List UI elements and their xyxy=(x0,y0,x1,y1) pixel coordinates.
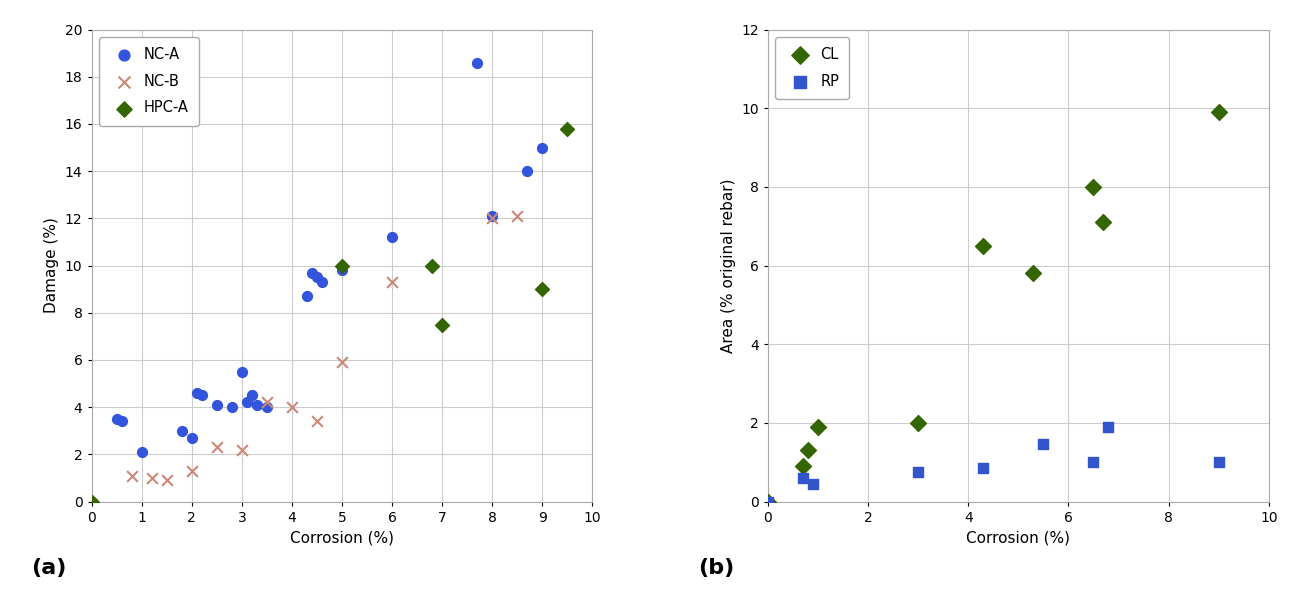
HPC-A xyxy=(81,497,102,506)
RP xyxy=(1097,422,1118,431)
RP xyxy=(908,467,929,477)
X-axis label: Corrosion (%): Corrosion (%) xyxy=(967,530,1070,545)
NC-A xyxy=(302,268,323,277)
NC-B xyxy=(382,277,403,287)
NC-B xyxy=(256,398,277,407)
Legend: CL, RP: CL, RP xyxy=(776,37,849,99)
CL xyxy=(1093,218,1114,227)
NC-A xyxy=(306,273,327,282)
RP xyxy=(793,473,814,483)
NC-B xyxy=(207,442,228,452)
NC-A xyxy=(311,277,332,287)
NC-A xyxy=(331,266,352,275)
Legend: NC-A, NC-B, HPC-A: NC-A, NC-B, HPC-A xyxy=(99,37,199,126)
RP xyxy=(757,497,778,506)
Text: (a): (a) xyxy=(31,558,67,578)
CL xyxy=(1023,268,1044,278)
NC-A xyxy=(297,291,318,301)
NC-A xyxy=(382,232,403,242)
NC-B xyxy=(122,471,143,480)
NC-B xyxy=(481,214,502,223)
CL xyxy=(1209,107,1230,117)
NC-A xyxy=(221,402,242,412)
CL xyxy=(757,497,778,506)
NC-A xyxy=(81,497,102,506)
NC-A xyxy=(246,400,267,409)
RP xyxy=(973,463,994,473)
NC-A xyxy=(182,433,203,442)
NC-A xyxy=(171,426,192,435)
HPC-A xyxy=(432,320,453,329)
RP xyxy=(1209,457,1230,467)
CL xyxy=(973,241,994,251)
NC-A xyxy=(106,414,127,424)
NC-B xyxy=(156,476,177,485)
HPC-A xyxy=(557,124,578,133)
NC-B xyxy=(306,417,327,426)
CL xyxy=(1083,182,1104,192)
CL xyxy=(908,418,929,428)
NC-B xyxy=(182,466,203,476)
NC-A xyxy=(131,447,152,457)
RP xyxy=(802,479,823,489)
NC-B xyxy=(141,473,162,483)
Text: (b): (b) xyxy=(697,558,734,578)
NC-A xyxy=(237,398,258,407)
NC-A xyxy=(186,388,207,398)
NC-A xyxy=(207,400,228,409)
CL xyxy=(807,422,828,431)
Y-axis label: Damage (%): Damage (%) xyxy=(44,218,59,313)
NC-A xyxy=(481,211,502,221)
CL xyxy=(798,445,819,455)
NC-A xyxy=(232,367,252,376)
Y-axis label: Area (% original rebar): Area (% original rebar) xyxy=(721,178,735,353)
NC-B xyxy=(281,402,302,412)
NC-A xyxy=(532,143,553,152)
CL xyxy=(793,461,814,471)
RP xyxy=(1033,440,1054,449)
NC-A xyxy=(191,391,212,400)
HPC-A xyxy=(331,261,352,270)
NC-A xyxy=(111,417,132,426)
X-axis label: Corrosion (%): Corrosion (%) xyxy=(290,530,394,545)
NC-A xyxy=(256,402,277,412)
NC-A xyxy=(517,166,538,176)
RP xyxy=(1083,457,1104,467)
NC-B xyxy=(232,445,252,454)
HPC-A xyxy=(421,261,442,270)
NC-B xyxy=(508,211,528,221)
NC-A xyxy=(242,391,263,400)
NC-A xyxy=(467,58,488,67)
HPC-A xyxy=(532,284,553,294)
NC-B xyxy=(331,358,352,367)
